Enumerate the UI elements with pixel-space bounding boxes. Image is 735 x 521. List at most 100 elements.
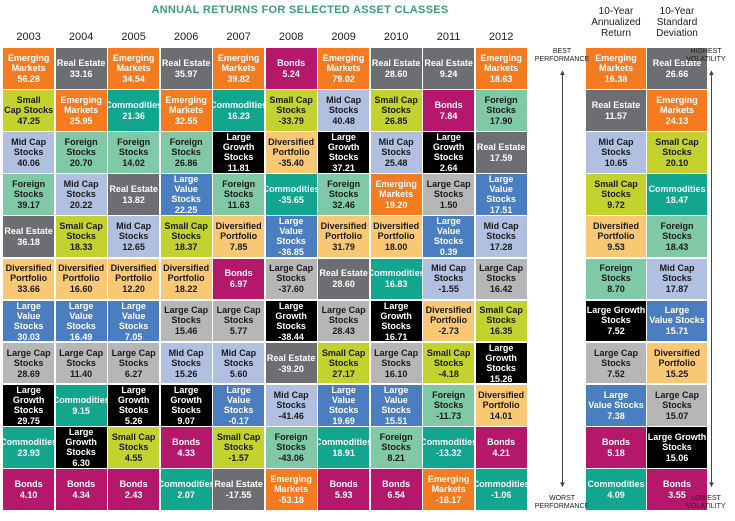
return-cell: Bonds 6.97 [213,258,265,300]
cell-value: 18.63 [489,73,513,84]
cell-value: 16.49 [69,331,93,342]
arrow-up-icon: ▲ [558,68,567,77]
cell-value: 16.60 [69,284,93,295]
cell-label: Real Estate [476,142,526,153]
cell-value: 18.47 [665,195,689,206]
cell-value: 4.55 [124,452,143,463]
cell-label: Large Value Stocks [118,300,149,331]
double-arrow-line [562,74,563,484]
return-cell: Foreign Stocks 17.90 [475,90,527,131]
cell-label: Diversified Portfolio [373,221,420,242]
cell-label: Large Growth Stocks [327,132,360,163]
return-cell: Large Growth Stocks 16.71 [370,300,422,342]
cell-value: 17.87 [665,284,689,295]
cell-value: 18.91 [332,447,355,458]
return-cell: Emerging Markets 39.82 [213,48,265,89]
cell-label: Diversified Portfolio [58,263,105,284]
cell-label: Bonds [602,436,630,447]
cell-value: 27.17 [332,368,355,379]
return-cell: Diversified Portfolio 16.60 [55,258,107,300]
return-cell: Large Growth Stocks 6.30 [55,426,107,468]
cell-value: 4.21 [492,447,510,458]
stat-cell: Mid Cap Stocks 10.65 [586,132,646,173]
cell-value: 39.17 [17,200,40,211]
year-header: 2007 [226,31,251,43]
cell-value: 15.71 [665,326,689,337]
return-cell: Mid Cap Stocks 25.48 [370,132,422,173]
cell-label: Real Estate [424,57,473,68]
best-performance-label: BEST PERFORMANCE [534,48,590,63]
return-cell: Emerging Markets 56.28 [3,48,55,89]
return-cell: Bonds 5.93 [318,469,370,510]
cell-label: Large Cap Stocks [593,347,638,368]
cell-value: 17.59 [489,153,513,164]
return-cell: Large Value Stocks 30.03 [3,300,55,342]
return-cell: Large Value Stocks 7.05 [108,300,160,342]
cell-value: 11.63 [227,200,250,211]
cell-value: 16.23 [227,110,250,121]
cell-value: 15.51 [384,415,408,426]
cell-value: 26.86 [174,158,198,169]
cell-value: -13.32 [435,447,462,458]
cell-value: 11.57 [604,110,628,121]
cell-value: 14.02 [122,158,145,169]
cell-label: Diversified Portfolio [425,305,472,326]
cell-value: 20.70 [69,158,93,169]
cell-label: Diversified Portfolio [592,221,640,242]
cell-value: 9.53 [607,242,625,253]
cell-label: Emerging Markets [165,94,207,115]
cell-label: Large Growth Stocks [170,384,202,415]
cell-label: Emerging Markets [480,52,522,73]
cell-label: Small Cap Stocks [374,94,418,115]
cell-label: Small Cap Stocks [59,221,103,242]
cell-label: Large Growth Stocks [586,305,646,326]
cell-value: 12.20 [122,284,145,295]
return-cell: Commodities16.23 [213,90,265,131]
cell-value: 22.25 [174,205,198,216]
year-header: 2003 [16,31,41,43]
cell-value: 7.05 [124,331,143,342]
stat-cell: Emerging Markets 24.13 [647,90,707,131]
return-cell: Real Estate 35.97 [160,48,212,89]
arrow-down-icon: ▼ [707,480,716,489]
stat-cell: Diversified Portfolio 9.53 [586,216,646,258]
cell-value: 47.25 [17,115,40,126]
return-cell: Large Cap Stocks -37.60 [265,258,317,300]
highest-volatility-label: HIGHEST VOLATILITY [686,48,726,63]
cell-label: Emerging Markets [112,52,155,73]
cell-value: 16.38 [604,73,628,84]
return-cell: Small Cap Stocks -4.18 [423,342,475,384]
stat-cell: Emerging Markets 16.38 [586,48,646,89]
return-cell: Foreign Stocks -43.06 [265,426,317,468]
stat-cell: Large Cap Stocks 7.52 [586,342,646,384]
stat-cell: Small Cap Stocks 20.10 [647,132,707,173]
cell-value: 25.48 [384,158,408,169]
cell-label: Mid Cap Stocks [431,263,467,284]
cell-label: Foreign Stocks [222,179,256,200]
cell-label: Bonds [172,436,201,447]
year-header: 2009 [331,31,356,43]
return-cell: Large Growth Stocks 2.64 [423,132,475,173]
cell-label: Large Growth Stocks [647,431,707,452]
cell-value: -39.20 [278,363,304,374]
return-cell: Large Value Stocks 22.25 [160,174,212,216]
cell-label: Large Value Stocks [171,174,201,205]
return-cell: Bonds 7.84 [423,90,475,131]
cell-label: Real Estate [109,184,158,195]
stat-cell: Bonds 5.18 [586,426,646,468]
cell-label: Commodities [318,436,369,447]
stat-header-line: Standard [656,17,698,28]
double-arrow-line [711,74,712,484]
cell-label: Large Value Stocks [223,384,254,415]
cell-value: 4.09 [607,489,625,500]
cell-label: Diversified Portfolio [110,263,157,284]
cell-value: 28.43 [332,326,355,337]
arrow-down-icon: ▼ [558,480,567,489]
cell-label: Commodities [213,99,264,110]
stat-cell: Diversified Portfolio 15.25 [647,342,707,384]
cell-label: Commodities [475,478,527,489]
cell-label: Large Value Stocks [588,389,644,410]
cell-value: 12.65 [122,242,145,253]
cell-value: 28.60 [332,279,355,290]
return-cell: Emerging Markets 25.95 [55,90,107,131]
